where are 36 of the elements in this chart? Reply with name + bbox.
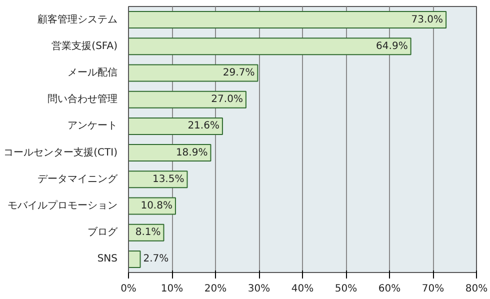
x-tick-label: 80% xyxy=(465,284,488,294)
y-tick-label: 営業支援(SFA) xyxy=(52,40,118,52)
bar xyxy=(128,11,447,29)
y-tick-label: ブログ xyxy=(88,226,118,238)
data-label: 64.9% xyxy=(376,40,408,52)
x-tick-label: 40% xyxy=(291,284,314,294)
y-tick-label: 顧客管理システム xyxy=(38,13,118,26)
x-tick-label: 50% xyxy=(334,284,358,294)
x-tick-label: 0% xyxy=(120,284,136,294)
data-label: 29.7% xyxy=(222,68,255,78)
y-tick-label: コールセンター支援(CTI) xyxy=(4,146,118,158)
data-label: 13.5% xyxy=(152,174,184,185)
y-tick-label: 問い合わせ管理 xyxy=(48,93,118,106)
y-tick-label: アンケート xyxy=(68,120,118,132)
bar xyxy=(128,117,223,135)
data-label: 8.1% xyxy=(135,227,161,238)
x-tick-label: 60% xyxy=(378,284,401,294)
data-label: 10.8% xyxy=(140,200,172,212)
bar xyxy=(128,250,141,268)
y-tick-label: データマイニング xyxy=(38,174,118,185)
data-label: 2.7% xyxy=(143,254,169,265)
bar xyxy=(128,64,258,82)
y-tick-label: メール配信 xyxy=(68,66,118,78)
x-tick-label: 10% xyxy=(160,284,184,294)
data-label: 27.0% xyxy=(211,94,243,106)
x-tick-label: 70% xyxy=(422,284,444,294)
y-tick-label: SNS xyxy=(97,254,118,265)
data-label: 18.9% xyxy=(176,147,208,158)
data-label: 21.6% xyxy=(188,120,220,132)
x-tick-label: 20% xyxy=(204,284,227,294)
data-label: 73.0% xyxy=(411,14,444,26)
bar xyxy=(128,90,246,108)
y-tick-label: モバイルプロモーション xyxy=(8,200,118,212)
x-tick-label: 30% xyxy=(248,284,270,294)
bar xyxy=(128,144,212,162)
bar xyxy=(128,38,412,56)
